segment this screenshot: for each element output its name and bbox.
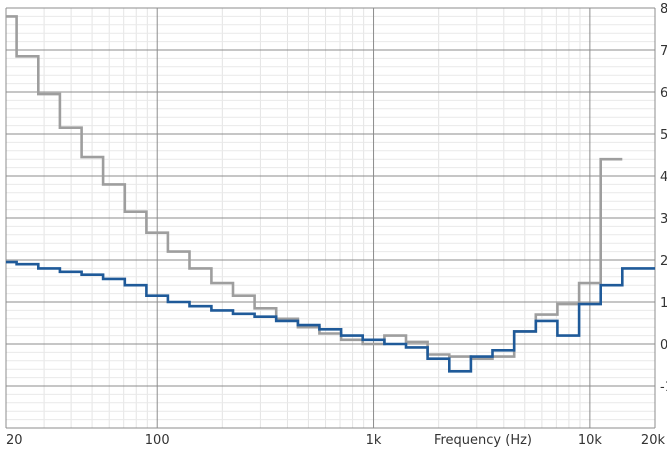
- y-tick-label: -1: [660, 380, 667, 395]
- x-tick-label: 1k: [366, 433, 382, 448]
- y-tick-label: 5: [660, 128, 667, 143]
- x-tick-label: 10k: [578, 433, 603, 448]
- series-1-line: [6, 15, 623, 360]
- y-tick-label: 1: [660, 296, 667, 311]
- y-tick-label: 3: [660, 212, 667, 227]
- series-2-line: [6, 260, 655, 373]
- x-axis-label: Frequency (Hz): [434, 433, 532, 448]
- x-tick-label: 20k: [641, 433, 666, 448]
- y-tick-label: 0: [660, 338, 667, 353]
- y-tick-label: 7: [660, 44, 667, 59]
- x-tick-label: 20: [6, 433, 23, 448]
- y-tick-label: 8: [660, 2, 667, 17]
- y-axis-ticks: 8 7 6 5 4 3 2 1 0 -1: [660, 2, 667, 395]
- x-axis-ticks: 20 100 1k 10k 20k: [6, 433, 665, 448]
- y-tick-label: 6: [660, 86, 667, 101]
- chart-grid: [5, 7, 656, 429]
- y-tick-label: 2: [660, 254, 667, 269]
- y-tick-label: 4: [660, 170, 667, 185]
- chart-series: [6, 15, 655, 373]
- x-tick-label: 100: [145, 433, 170, 448]
